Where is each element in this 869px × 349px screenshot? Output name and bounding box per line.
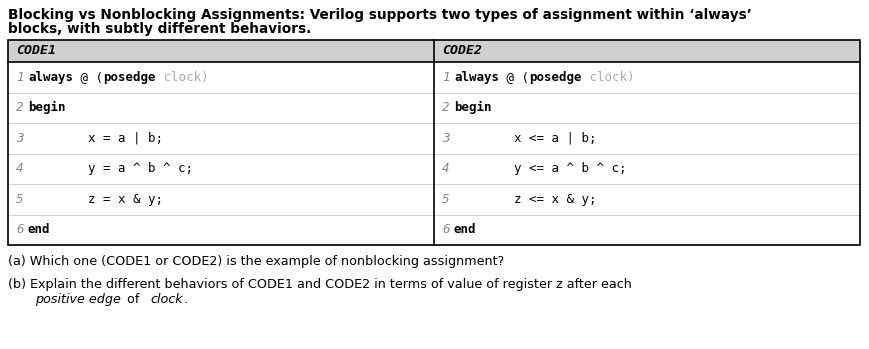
Text: x = a | b;: x = a | b;	[28, 132, 163, 145]
Text: clock: clock	[150, 293, 182, 306]
Text: 6: 6	[442, 223, 449, 236]
Text: z = x & y;: z = x & y;	[28, 193, 163, 206]
Text: of: of	[123, 293, 143, 306]
Text: 4: 4	[16, 162, 23, 175]
Text: end: end	[454, 223, 476, 236]
Text: z <= x & y;: z <= x & y;	[454, 193, 596, 206]
Text: positive edge: positive edge	[35, 293, 121, 306]
Text: CODE2: CODE2	[442, 45, 482, 58]
Text: x <= a | b;: x <= a | b;	[454, 132, 596, 145]
Text: Blocking vs Nonblocking Assignments: Verilog supports two types of assignment wi: Blocking vs Nonblocking Assignments: Ver…	[8, 8, 752, 22]
Text: .: .	[184, 293, 189, 306]
Text: clock): clock)	[581, 71, 634, 84]
Text: posedge: posedge	[529, 71, 581, 84]
Bar	[8, 40, 434, 62]
Text: begin: begin	[454, 101, 492, 114]
Text: clock): clock)	[156, 71, 209, 84]
Text: begin: begin	[28, 101, 65, 114]
Text: y = a ^ b ^ c;: y = a ^ b ^ c;	[28, 162, 193, 175]
Text: blocks, with subtly different behaviors.: blocks, with subtly different behaviors.	[8, 22, 311, 36]
Text: (a) Which one (CODE1 or CODE2) is the example of nonblocking assignment?: (a) Which one (CODE1 or CODE2) is the ex…	[8, 255, 504, 268]
Text: 6: 6	[16, 223, 23, 236]
Text: 2: 2	[442, 101, 449, 114]
Text: end: end	[28, 223, 50, 236]
Text: always: always	[454, 71, 499, 84]
Text: 1: 1	[16, 71, 23, 84]
Text: CODE1: CODE1	[16, 45, 56, 58]
Text: 1: 1	[442, 71, 449, 84]
Text: always: always	[28, 71, 73, 84]
Text: 5: 5	[16, 193, 23, 206]
Text: @ (: @ (	[499, 71, 529, 84]
Text: (b) Explain the different behaviors of CODE1 and CODE2 in terms of value of regi: (b) Explain the different behaviors of C…	[8, 278, 632, 291]
Bar	[434, 40, 860, 62]
Text: @ (: @ (	[73, 71, 103, 84]
Text: 3: 3	[442, 132, 449, 145]
Bar	[8, 40, 860, 245]
Text: 2: 2	[16, 101, 23, 114]
Text: posedge: posedge	[103, 71, 156, 84]
Text: y <= a ^ b ^ c;: y <= a ^ b ^ c;	[454, 162, 627, 175]
Text: 5: 5	[442, 193, 449, 206]
Text: 3: 3	[16, 132, 23, 145]
Text: 4: 4	[442, 162, 449, 175]
